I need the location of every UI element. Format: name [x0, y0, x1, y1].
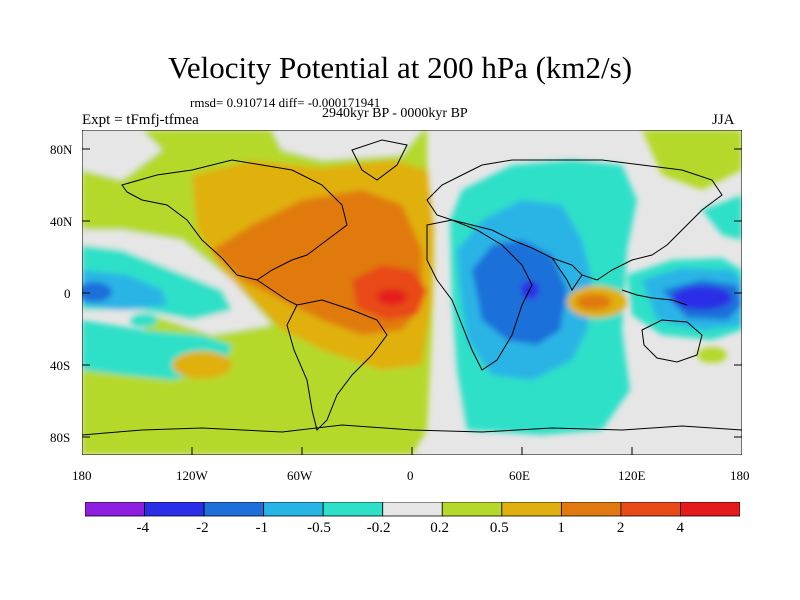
colorbar-swatch	[85, 502, 145, 517]
coastline-central-america	[256, 279, 298, 306]
map-title: Velocity Potential at 200 hPa (km2/s)	[167, 50, 633, 85]
contour-darkblue-pacific	[672, 286, 732, 310]
contour-cyan-ne-pacific	[702, 195, 742, 240]
coastlines	[82, 139, 742, 436]
colorbar-label: 1	[557, 520, 565, 536]
lon-label: 60W	[287, 468, 313, 483]
contour-green-east	[642, 130, 742, 190]
contour-gray-nw	[82, 130, 162, 180]
contour-blue-east-pacific	[82, 282, 112, 302]
axis-ticks	[82, 148, 742, 455]
colorbar-label: 2	[616, 520, 625, 536]
colorbar-label: 4	[676, 520, 684, 536]
coastline-greenland	[351, 139, 408, 181]
lat-label: 40N	[50, 214, 73, 229]
lat-label: 80S	[50, 430, 71, 445]
contour-orange-pacific-core	[576, 294, 612, 310]
statistics-line: rmsd= 0.910714 diff= -0.000171941	[190, 95, 381, 110]
lon-label: 120E	[618, 468, 646, 483]
contour-gray-north	[272, 130, 422, 160]
coastline-indonesia	[621, 289, 688, 306]
colorbar-label: -2	[196, 520, 209, 536]
coastline-south-america	[286, 299, 388, 431]
period-label: 2940kyr BP - 0000kyr BP	[322, 106, 468, 121]
lon-label: 120W	[176, 468, 208, 483]
contour-cyan-small	[130, 313, 158, 327]
colorbar-label: 0.5	[489, 520, 509, 536]
coastline-north-america	[121, 159, 348, 281]
lon-label: 180	[72, 468, 92, 483]
coastline-eurasia	[426, 159, 723, 281]
colorbar-swatch	[441, 502, 503, 517]
colorbar-swatch	[382, 502, 443, 517]
contour-blue-africa	[472, 240, 567, 345]
lat-label: 80N	[50, 142, 73, 157]
colorbar-swatch	[560, 502, 622, 517]
contour-red-core	[377, 289, 407, 305]
lat-label: 40S	[50, 358, 71, 373]
colorbar-swatch	[322, 502, 384, 517]
contour-yellow-south-pacific	[172, 351, 232, 379]
experiment-label: Expt = tFmfj-tfmea	[82, 112, 199, 128]
coastline-india	[551, 257, 583, 291]
velocity-potential-map	[82, 130, 742, 455]
colorbar	[85, 502, 740, 517]
colorbar-swatch	[263, 502, 324, 517]
colorbar-swatch	[203, 502, 265, 517]
colorbar-label: 0.2	[430, 520, 450, 536]
colorbar-label: -0.2	[366, 520, 391, 536]
lon-label: 180	[730, 468, 750, 483]
coastline-australia	[641, 319, 703, 363]
colorbar-label: -1	[255, 520, 269, 536]
colorbar-label: -0.5	[307, 520, 331, 536]
colorbar-swatch	[144, 502, 205, 517]
season-label: JJA	[712, 112, 735, 128]
colorbar-label: -4	[136, 520, 150, 536]
colorbar-swatch	[620, 502, 681, 517]
contour-green-se	[697, 347, 727, 363]
lon-label: 60E	[509, 468, 530, 483]
coastline-africa	[426, 219, 533, 371]
colorbar-swatch	[501, 502, 562, 517]
lat-label: 0	[64, 286, 71, 301]
coastline-antarctica	[82, 424, 742, 436]
colorbar-swatch	[680, 502, 740, 517]
lon-label: 0	[407, 468, 414, 483]
